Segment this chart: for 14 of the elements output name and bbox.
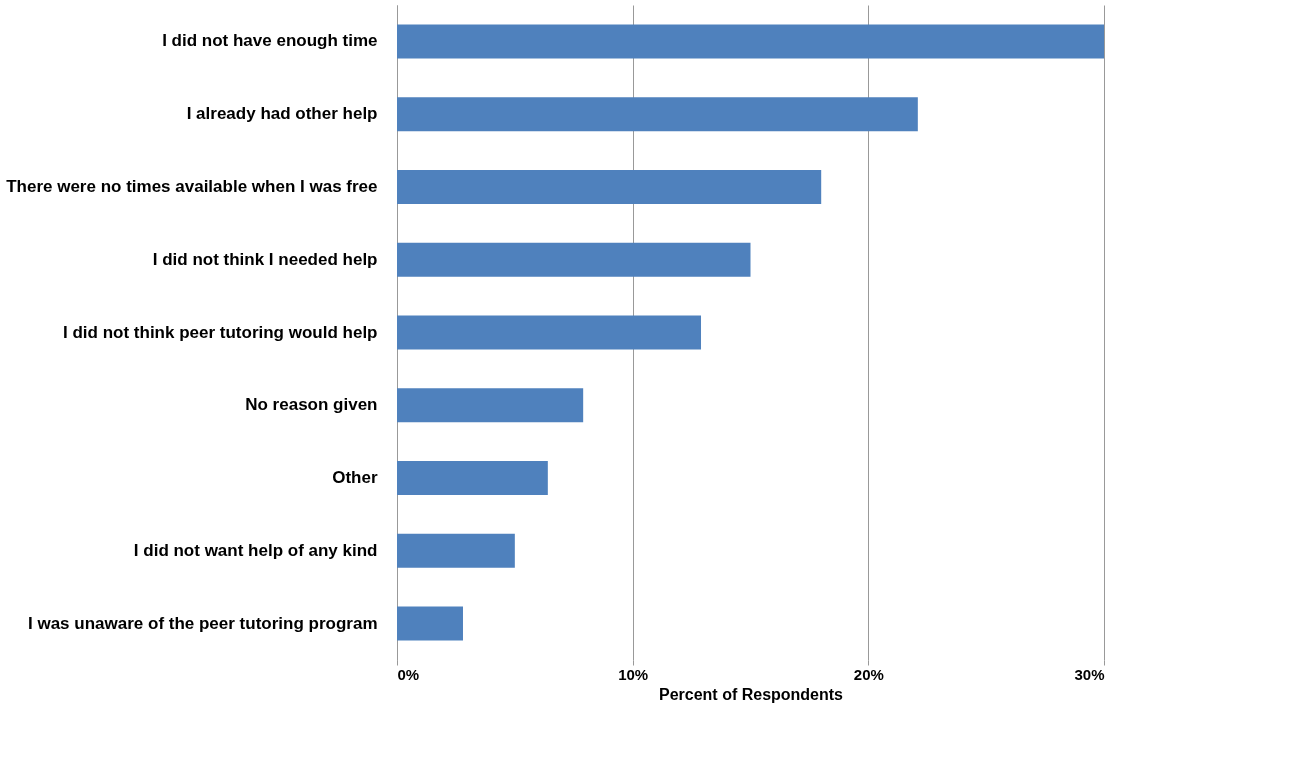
y-tick-label: I was unaware of the peer tutoring program [28,613,378,633]
x-axis-title: Percent of Respondents [658,685,844,703]
x-tick-label: 10% [618,665,649,683]
y-tick-label: Other [332,468,378,488]
y-tick-label: There were no times available when I was free [6,176,378,196]
x-tick-label: 0% [397,665,420,683]
y-tick-label: I did not think I needed help [152,249,378,269]
y-tick-label: I did not want help of any kind [133,540,378,560]
x-tick-label: 30% [1074,665,1105,683]
x-tick-label: 20% [853,665,884,683]
y-tick-label: I did not think peer tutoring would help [63,322,378,342]
y-tick-label: No reason given [245,395,378,415]
y-tick-label: I already had other help [186,104,378,124]
y-tick-label: I did not have enough time [162,31,378,51]
